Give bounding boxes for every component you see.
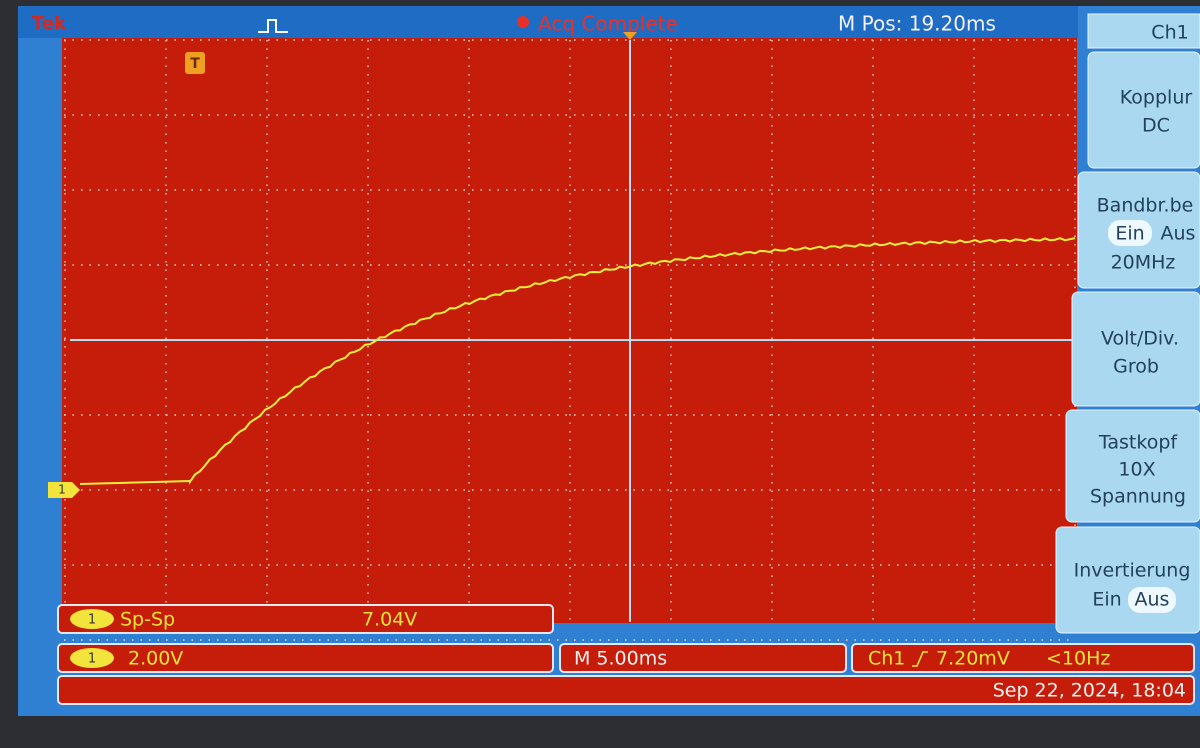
menu-option: Ein [1092, 589, 1121, 611]
measurement-bar [57, 604, 554, 634]
horizontal-status [559, 643, 847, 673]
menu-button-bg [1071, 291, 1200, 407]
menu-button[interactable]: Tastkopf 10X Spannung [1065, 409, 1200, 523]
menu-detail: Spannung [1090, 486, 1186, 508]
channel-badge [70, 648, 114, 668]
waveform-trace [79, 237, 1076, 485]
trigger-marker-label: T [190, 56, 200, 72]
menu-option: Aus [1161, 223, 1196, 245]
trigger-level: 7.20mV [936, 648, 1010, 670]
timebase: M 5.00ms [574, 648, 667, 670]
menu-button[interactable]: Invertierung Ein Aus [1055, 526, 1200, 634]
trigger-status [851, 643, 1195, 673]
acq-dot [517, 16, 529, 28]
menu-button[interactable]: Bandbr.be Ein Aus 20MHz [1077, 171, 1200, 289]
channel-badge-label: 1 [88, 613, 96, 628]
measurement-name: Sp-Sp [120, 609, 175, 631]
menu-button[interactable]: Volt/Div. Grob [1071, 291, 1200, 407]
menu-button-bg [1065, 409, 1200, 523]
menu-value: 10X [1118, 459, 1155, 481]
menu-option: Aus [1135, 589, 1170, 611]
brand: Tek [32, 13, 67, 34]
vertical-status [57, 643, 554, 673]
channel-marker [48, 482, 80, 498]
trigger-icon [258, 19, 288, 33]
menu-value: 20MHz [1111, 252, 1176, 274]
position-marker [623, 32, 637, 40]
timestamp-bar [57, 675, 1195, 705]
menu-option: Ein [1115, 223, 1144, 245]
menu-label: Tastkopf [1098, 432, 1178, 454]
menu-button-bg [1087, 51, 1200, 169]
trigger-slope [912, 651, 928, 667]
measurement-value: 7.04V [362, 609, 417, 631]
trigger-frequency: <10Hz [1046, 648, 1110, 670]
channel-marker-label: 1 [58, 483, 66, 497]
menu-title-box [1087, 13, 1200, 49]
trigger-marker [185, 52, 205, 74]
top-bar [18, 6, 1078, 38]
vertical-scale: 2.00V [128, 648, 183, 670]
menu-label: Bandbr.be [1097, 195, 1194, 217]
channel-badge-label: 1 [88, 652, 96, 667]
trigger-source: Ch1 [868, 648, 905, 670]
menu-button[interactable]: Kopplur DC [1087, 51, 1200, 169]
menu-title: Ch1 [1151, 22, 1188, 44]
horizontal-position: M Pos: 19.20ms [838, 12, 996, 36]
menu-value: DC [1142, 115, 1170, 137]
acquisition-status: Acq Complete [538, 12, 678, 36]
menu-label: Kopplur [1120, 87, 1193, 109]
timestamp: Sep 22, 2024, 18:04 [993, 680, 1186, 702]
menu-label: Volt/Div. [1101, 328, 1179, 350]
menu-value: Grob [1113, 356, 1159, 378]
channel-badge [70, 609, 114, 629]
option-selected-bg [1108, 220, 1152, 246]
option-selected-bg [1128, 587, 1176, 613]
menu-label: Invertierung [1074, 560, 1191, 582]
